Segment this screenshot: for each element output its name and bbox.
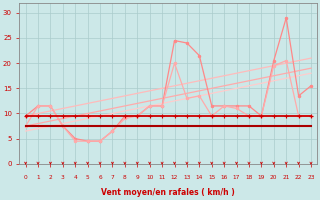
X-axis label: Vent moyen/en rafales ( km/h ): Vent moyen/en rafales ( km/h )	[101, 188, 235, 197]
